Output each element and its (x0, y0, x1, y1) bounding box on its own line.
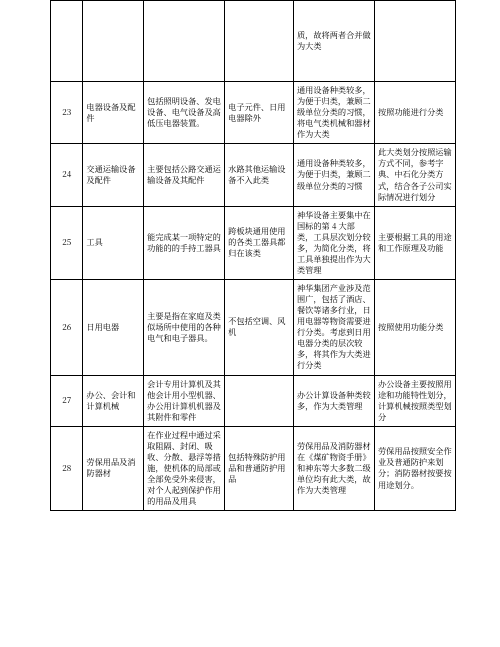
cell-number: 23 (51, 82, 83, 144)
cell-desc: 主要是指在家庭及类似场所中使用的各种电气和电子器具。 (144, 280, 225, 376)
classification-table: 质，故将两者合并做为大类23电器设备及配件包括照明设备、发电设备、电气设备及高低… (50, 0, 456, 511)
cell-desc (144, 1, 225, 82)
table-row: 23电器设备及配件包括照明设备、发电设备、电气设备及高低压电器装置。电子元件、日… (51, 82, 456, 144)
cell-name: 工具 (83, 206, 144, 279)
cell-number: 28 (51, 426, 83, 510)
cell-rule: 按照功能进行分类 (374, 82, 455, 144)
cell-excl: 包括特殊防护用品和普通防护用品 (225, 426, 294, 510)
cell-excl: 水路其他运输设备不入此类 (225, 144, 294, 206)
cell-rule: 劳保用品按照安全作业及普通防护来划分；消防器材按要按用途划分。 (374, 426, 455, 510)
cell-name: 办公、会计和计算机械 (83, 375, 144, 426)
cell-name: 交通运输设备及配件 (83, 144, 144, 206)
cell-number: 27 (51, 375, 83, 426)
cell-number: 26 (51, 280, 83, 376)
cell-note: 办公计算设备种类较多，作为大类管理 (293, 375, 374, 426)
cell-rule: 办公设备主要按照用途和功能特性划分，计算机械按照类型划分 (374, 375, 455, 426)
cell-note: 神华集团产业涉及范围广，包括了酒店、餐饮等诸多行业，日用电器等物资需要进行分类。… (293, 280, 374, 376)
cell-excl (225, 375, 294, 426)
cell-rule (374, 1, 455, 82)
cell-excl: 电子元件、日用电器除外 (225, 82, 294, 144)
cell-desc: 主要包括公路交通运输设备及其配件 (144, 144, 225, 206)
cell-number: 24 (51, 144, 83, 206)
cell-desc: 在作业过程中通过采取阻隔、封闭、吸收、分散、悬浮等措施，使机体的局部或全部免受外… (144, 426, 225, 510)
cell-excl (225, 1, 294, 82)
table-row: 27办公、会计和计算机械会计专用计算机及其他会计用小型机器、办公用计算机机器及其… (51, 375, 456, 426)
cell-number: 25 (51, 206, 83, 279)
cell-name: 电器设备及配件 (83, 82, 144, 144)
cell-note: 质，故将两者合并做为大类 (293, 1, 374, 82)
cell-number (51, 1, 83, 82)
cell-excl: 不包括空调、风机 (225, 280, 294, 376)
table-row: 25工具能完成某一项特定的功能的的手持工器具跨板块通用使用的各类工器具都归在该类… (51, 206, 456, 279)
cell-note: 神华设备主要集中在国标的第 4 大部类，工具层次划分较多，为简化分类，将工具单独… (293, 206, 374, 279)
cell-desc: 能完成某一项特定的功能的的手持工器具 (144, 206, 225, 279)
cell-note: 通用设备种类较多，为便于归类，兼顾二级单位分类的习惯 (293, 144, 374, 206)
cell-desc: 包括照明设备、发电设备、电气设备及高低压电器装置。 (144, 82, 225, 144)
table-row: 26日用电器主要是指在家庭及类似场所中使用的各种电气和电子器具。不包括空调、风机… (51, 280, 456, 376)
cell-rule: 主要根据工具的用途和工作原理及功能 (374, 206, 455, 279)
table-row: 质，故将两者合并做为大类 (51, 1, 456, 82)
cell-rule: 此大类划分按照运输方式不同，参考字典、中石化分类方式，结合各子公司实际情况进行划… (374, 144, 455, 206)
table-row: 24交通运输设备及配件主要包括公路交通运输设备及其配件水路其他运输设备不入此类通… (51, 144, 456, 206)
cell-rule: 按照使用功能分类 (374, 280, 455, 376)
cell-name: 日用电器 (83, 280, 144, 376)
cell-name (83, 1, 144, 82)
cell-note: 通用设备种类较多，为便于归类，兼顾二级单位分类的习惯，将电气类机械和器材作为大类 (293, 82, 374, 144)
cell-desc: 会计专用计算机及其他会计用小型机器、办公用计算机机器及其附件和零件 (144, 375, 225, 426)
cell-excl: 跨板块通用使用的各类工器具都归在该类 (225, 206, 294, 279)
cell-name: 劳保用品及消防器材 (83, 426, 144, 510)
table-row: 28劳保用品及消防器材在作业过程中通过采取阻隔、封闭、吸收、分散、悬浮等措施，使… (51, 426, 456, 510)
page: 质，故将两者合并做为大类23电器设备及配件包括照明设备、发电设备、电气设备及高低… (0, 0, 500, 647)
cell-note: 劳保用品及消防器材在《煤矿物资手册》和神东等大多数二级单位均有此大类，故作为大类… (293, 426, 374, 510)
